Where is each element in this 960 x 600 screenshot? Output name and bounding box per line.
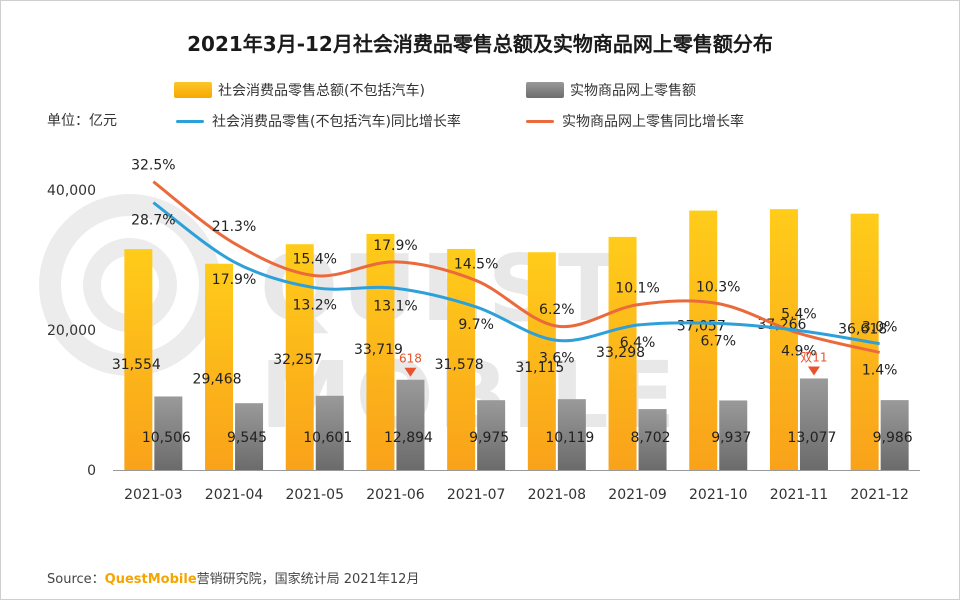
chart-title: 2021年3月-12月社会消费品零售总额及实物商品网上零售额分布 [187, 32, 773, 56]
line-online-value-label: 15.4% [293, 252, 337, 268]
bar-online [315, 395, 344, 470]
bar-online [154, 396, 183, 470]
annotation-label: 双11 [800, 350, 827, 364]
bar-online [235, 403, 264, 470]
bar-total [124, 249, 153, 470]
line-total-value-label: 3.6% [539, 350, 575, 366]
source-prefix: Source： [47, 572, 105, 587]
line-total-growth [152, 201, 880, 346]
bar-total [205, 263, 234, 470]
line-online-value-label: 32.5% [131, 158, 175, 174]
legend-line-online: 实物商品网上零售同比增长率 [526, 111, 744, 131]
legend-label-bar-online: 实物商品网上零售额 [570, 83, 696, 99]
source-note: Source：QuestMobile营销研究院，国家统计局 2021年12月 [47, 568, 419, 587]
y-tick-label: 20,000 [47, 323, 96, 339]
legend-swatch-line-online [526, 119, 554, 123]
line-total-value-label: 3.0% [862, 320, 898, 336]
bar-online [557, 399, 586, 470]
legend-label-line-total: 社会消费品零售(不包括汽车)同比增长率 [212, 114, 461, 130]
bar-online-value-label: 12,894 [384, 430, 433, 446]
x-tick-label: 2021-04 [205, 487, 264, 503]
line-online-value-label: 17.9% [373, 238, 417, 254]
annotation-marker-icon [404, 367, 417, 377]
bar-total-value-label: 29,468 [193, 372, 242, 388]
bar-online [638, 409, 667, 470]
bar-online-value-label: 9,986 [873, 430, 913, 446]
legend-label-bar-total: 社会消费品零售总额(不包括汽车) [218, 83, 425, 99]
legend-line-total: 社会消费品零售(不包括汽车)同比增长率 [176, 111, 461, 131]
line-total-value-label: 9.7% [458, 317, 494, 333]
line-online-value-label: 10.3% [696, 280, 740, 296]
line-online-value-label: 21.3% [212, 219, 256, 235]
bar-online [799, 378, 828, 470]
bar-online-value-label: 10,119 [545, 430, 594, 446]
x-tick-label: 2021-09 [608, 487, 667, 503]
bar-total [769, 209, 798, 470]
bar-total-value-label: 31,578 [435, 357, 484, 373]
x-tick-label: 2021-11 [770, 487, 829, 503]
source-suffix: 营销研究院，国家统计局 2021年12月 [196, 572, 420, 587]
x-tick-label: 2021-06 [366, 487, 425, 503]
bar-online-value-label: 10,506 [142, 430, 191, 446]
line-online-value-label: 14.5% [454, 257, 498, 273]
bar-total [447, 248, 476, 470]
line-total-value-label: 28.7% [131, 213, 175, 229]
x-tick-label: 2021-07 [447, 487, 506, 503]
line-online-value-label: 4.9% [781, 343, 817, 359]
bar-total-value-label: 32,257 [273, 352, 322, 368]
bar-total-value-label: 31,554 [112, 357, 161, 373]
x-tick-label: 2021-05 [286, 487, 345, 503]
bar-online-value-label: 13,077 [787, 430, 836, 446]
bar-online-value-label: 8,702 [631, 430, 671, 446]
legend-swatch-bar-online [526, 82, 564, 98]
legend-swatch-bar-total [174, 82, 212, 98]
unit-label: 单位：亿元 [47, 113, 117, 129]
line-total-value-label: 6.4% [620, 335, 656, 351]
legend-bar-online: 实物商品网上零售额 [526, 80, 696, 100]
bar-online [477, 400, 506, 470]
legend-bar-total: 社会消费品零售总额(不包括汽车) [174, 80, 425, 100]
line-total-value-label: 13.1% [373, 298, 417, 314]
bar-total-value-label: 36,618 [838, 322, 887, 338]
bar-total-value-label: 37,057 [677, 319, 726, 335]
line-online-value-label: 10.1% [615, 281, 659, 297]
bar-total-value-label: 31,115 [515, 360, 564, 376]
bar-online [396, 379, 425, 470]
annotation-label: 618 [399, 352, 422, 366]
legend-swatch-line-total [176, 119, 204, 123]
bar-total [366, 233, 395, 470]
y-tick-label: 0 [87, 463, 96, 479]
annotation-marker-icon [807, 366, 820, 376]
bar-total [527, 252, 556, 470]
bar-total-value-label: 33,719 [354, 342, 403, 358]
bar-total [608, 236, 637, 470]
bar-total [689, 210, 718, 470]
line-total-value-label: 6.7% [700, 333, 736, 349]
x-tick-label: 2021-03 [124, 487, 183, 503]
line-total-value-label: 17.9% [212, 272, 256, 288]
line-total-value-label: 5.4% [781, 307, 817, 323]
bar-online-value-label: 9,545 [227, 430, 267, 446]
bar-total-value-label: 33,298 [596, 345, 645, 361]
bar-online-value-label: 9,975 [469, 430, 509, 446]
x-tick-label: 2021-08 [528, 487, 587, 503]
line-online-growth [152, 180, 880, 354]
legend-label-line-online: 实物商品网上零售同比增长率 [562, 114, 744, 130]
bar-online [880, 400, 909, 470]
bar-online [719, 400, 748, 470]
y-tick-label: 40,000 [47, 183, 96, 199]
x-tick-label: 2021-12 [850, 487, 909, 503]
line-total-value-label: 13.2% [293, 298, 337, 314]
source-brand: QuestMobile [104, 572, 197, 587]
x-tick-label: 2021-10 [689, 487, 748, 503]
bar-online-value-label: 9,937 [711, 430, 751, 446]
bar-online-value-label: 10,601 [303, 430, 352, 446]
line-online-value-label: 1.4% [862, 362, 898, 378]
line-online-value-label: 6.2% [539, 302, 575, 318]
